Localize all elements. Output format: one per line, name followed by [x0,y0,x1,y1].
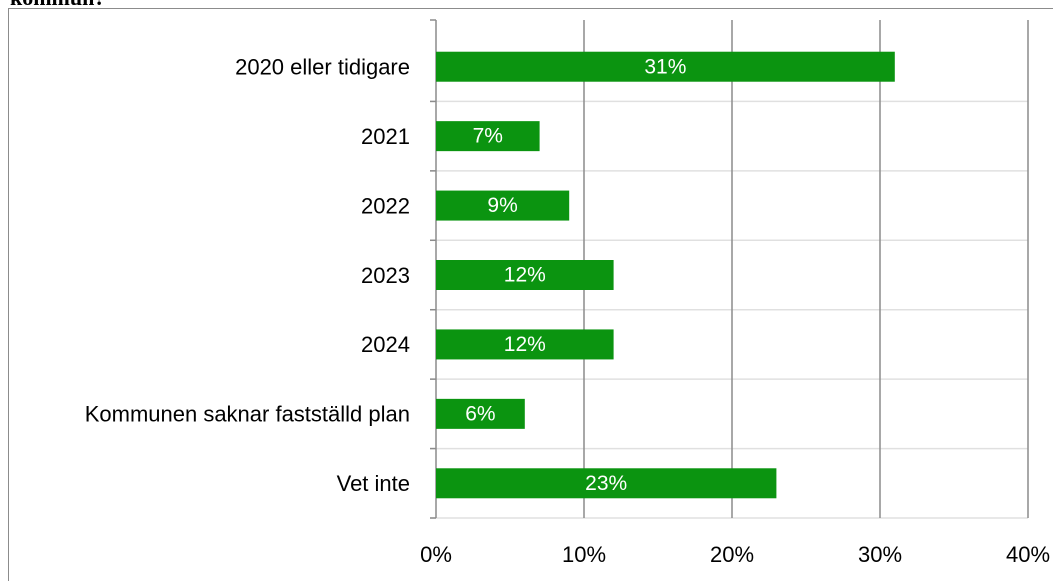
y-tick-label: 2024 [361,332,410,357]
value-label: 9% [487,194,517,217]
y-tick-label: 2021 [361,124,410,149]
y-tick-label: Vet inte [337,471,410,496]
y-tick-label: Kommunen saknar fastställd plan [85,402,410,427]
value-label: 23% [585,472,627,495]
bar [436,329,614,360]
value-label: 7% [473,125,503,148]
y-tick-label: 2023 [361,263,410,288]
value-label: 31% [644,55,686,78]
bar [436,398,525,429]
x-tick-label: 10% [562,542,606,567]
x-tick-label: 40% [1006,542,1050,567]
bar [436,468,777,499]
bar [436,190,570,221]
value-label: 12% [504,333,546,356]
chart-title: kommun? [10,0,105,10]
bar [436,51,895,82]
y-tick-label: 2022 [361,193,410,218]
x-tick-label: 0% [420,542,452,567]
chart-border [8,8,1053,581]
x-tick-label: 20% [710,542,754,567]
bar [436,121,540,152]
bar [436,260,614,290]
x-tick-label: 30% [858,542,902,567]
value-label: 12% [504,264,546,287]
y-tick-label: 2020 eller tidigare [235,55,410,80]
value-label: 6% [465,402,495,425]
